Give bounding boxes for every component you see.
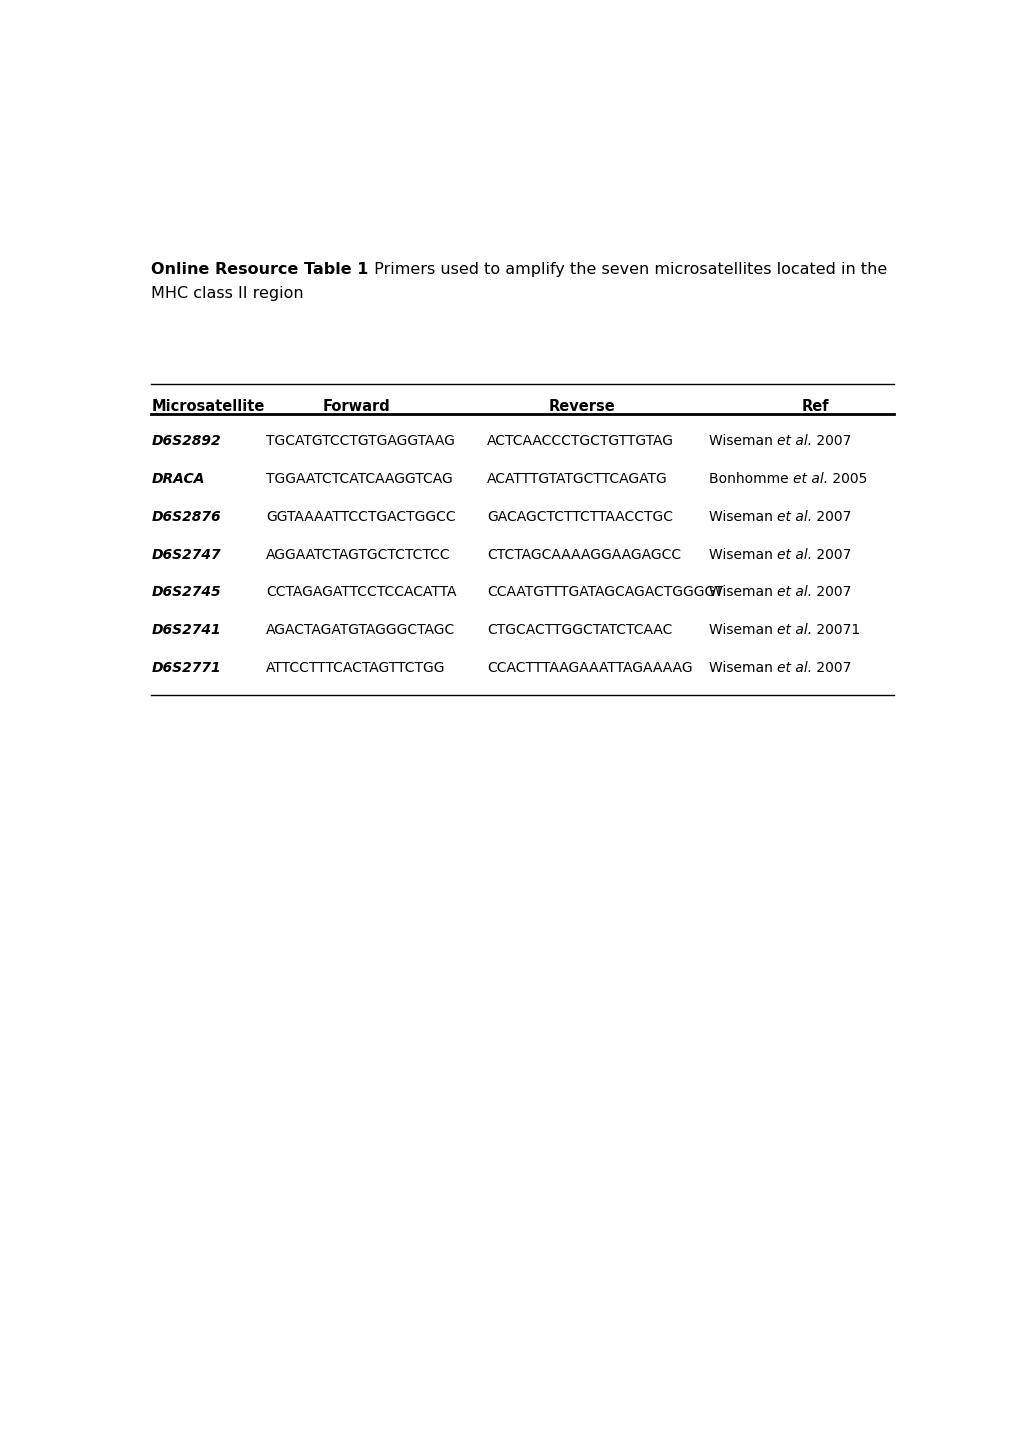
Text: Wiseman: Wiseman xyxy=(708,434,776,449)
Text: AGGAATCTAGTGCTCTCTCC: AGGAATCTAGTGCTCTCTCC xyxy=(266,547,450,561)
Text: Bonhomme: Bonhomme xyxy=(708,472,792,486)
Text: ATTCCTTTCACTAGTTCTGG: ATTCCTTTCACTAGTTCTGG xyxy=(266,661,445,675)
Text: Microsatellite: Microsatellite xyxy=(151,398,264,414)
Text: CTCTAGCAAAAGGAAGAGCC: CTCTAGCAAAAGGAAGAGCC xyxy=(487,547,681,561)
Text: Wiseman: Wiseman xyxy=(708,547,776,561)
Text: D6S2771: D6S2771 xyxy=(151,661,221,675)
Text: D6S2745: D6S2745 xyxy=(151,586,221,599)
Text: Ref: Ref xyxy=(801,398,828,414)
Text: Wiseman: Wiseman xyxy=(708,661,776,675)
Text: 2005: 2005 xyxy=(826,472,866,486)
Text: TGCATGTCCTGTGAGGTAAG: TGCATGTCCTGTGAGGTAAG xyxy=(266,434,454,449)
Text: et al.: et al. xyxy=(792,472,826,486)
Text: 2007: 2007 xyxy=(811,586,851,599)
Text: 20071: 20071 xyxy=(811,623,859,638)
Text: ACATTTGTATGCTTCAGATG: ACATTTGTATGCTTCAGATG xyxy=(487,472,667,486)
Text: et al.: et al. xyxy=(776,661,811,675)
Text: GACAGCTCTTCTTAACCTGC: GACAGCTCTTCTTAACCTGC xyxy=(487,509,673,524)
Text: 2007: 2007 xyxy=(811,547,851,561)
Text: 2007: 2007 xyxy=(811,661,851,675)
Text: ACTCAACCCTGCTGTTGTAG: ACTCAACCCTGCTGTTGTAG xyxy=(487,434,674,449)
Text: Wiseman: Wiseman xyxy=(708,509,776,524)
Text: DRACA: DRACA xyxy=(151,472,205,486)
Text: 2007: 2007 xyxy=(811,509,851,524)
Text: Wiseman: Wiseman xyxy=(708,586,776,599)
Text: Wiseman: Wiseman xyxy=(708,623,776,638)
Text: D6S2876: D6S2876 xyxy=(151,509,221,524)
Text: D6S2892: D6S2892 xyxy=(151,434,221,449)
Text: Primers used to amplify the seven microsatellites located in the: Primers used to amplify the seven micros… xyxy=(368,263,886,277)
Text: et al.: et al. xyxy=(776,547,811,561)
Text: et al.: et al. xyxy=(776,434,811,449)
Text: CCACTTTAAGAAATTAGAAAAG: CCACTTTAAGAAATTAGAAAAG xyxy=(487,661,692,675)
Text: D6S2747: D6S2747 xyxy=(151,547,221,561)
Text: et al.: et al. xyxy=(776,509,811,524)
Text: GGTAAAATTCCTGACTGGCC: GGTAAAATTCCTGACTGGCC xyxy=(266,509,455,524)
Text: AGACTAGATGTAGGGCTAGC: AGACTAGATGTAGGGCTAGC xyxy=(266,623,454,638)
Text: CTGCACTTGGCTATCTCAAC: CTGCACTTGGCTATCTCAAC xyxy=(487,623,672,638)
Text: 2007: 2007 xyxy=(811,434,851,449)
Text: Reverse: Reverse xyxy=(548,398,614,414)
Text: Online Resource Table 1: Online Resource Table 1 xyxy=(151,263,368,277)
Text: CCAATGTTTGATAGCAGACTGGGGT: CCAATGTTTGATAGCAGACTGGGGT xyxy=(487,586,722,599)
Text: CCTAGAGATTCCTCCACATTA: CCTAGAGATTCCTCCACATTA xyxy=(266,586,455,599)
Text: Forward: Forward xyxy=(323,398,390,414)
Text: MHC class II region: MHC class II region xyxy=(151,287,304,302)
Text: et al.: et al. xyxy=(776,586,811,599)
Text: et al.: et al. xyxy=(776,623,811,638)
Text: D6S2741: D6S2741 xyxy=(151,623,221,638)
Text: TGGAATCTCATCAAGGTCAG: TGGAATCTCATCAAGGTCAG xyxy=(266,472,452,486)
